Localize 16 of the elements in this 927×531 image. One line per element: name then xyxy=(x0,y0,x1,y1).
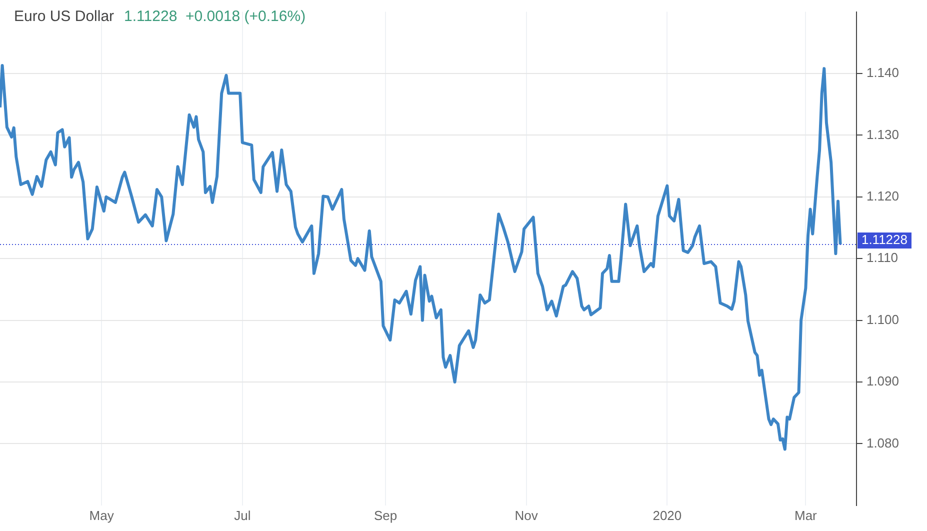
x-tick-label: Sep xyxy=(374,508,398,523)
x-tick-label: May xyxy=(89,508,114,523)
x-tick-label: Jul xyxy=(234,508,251,523)
y-tick-label: 1.090 xyxy=(866,374,900,389)
chart-title: Euro US Dollar xyxy=(14,8,114,25)
y-tick-label: 1.120 xyxy=(866,188,900,204)
y-tick-label: 1.100 xyxy=(866,312,900,327)
y-tick-label: 1.140 xyxy=(866,65,900,80)
y-tick-label: 1.080 xyxy=(866,435,900,450)
y-tick-label: 1.130 xyxy=(866,126,900,142)
ref-line-label: 1.11228 xyxy=(861,232,908,248)
x-tick-label: 2020 xyxy=(652,508,682,523)
chart-subtitle: 1.11228 +0.0018 (+0.16%) xyxy=(124,8,306,25)
y-tick-label: 1.110 xyxy=(866,250,898,266)
x-tick-label: Nov xyxy=(514,508,538,523)
x-tick-label: Mar xyxy=(794,508,818,523)
